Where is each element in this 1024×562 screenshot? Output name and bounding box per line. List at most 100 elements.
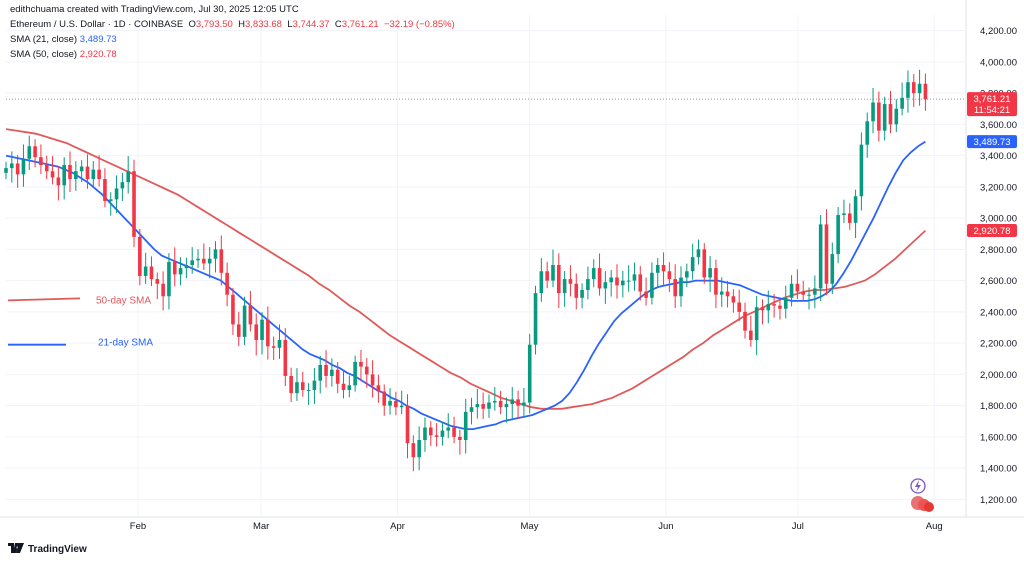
candle-body[interactable] bbox=[335, 369, 340, 384]
candle-body[interactable] bbox=[440, 430, 445, 437]
tradingview-branding[interactable]: TradingView bbox=[8, 543, 87, 556]
candle-body[interactable] bbox=[207, 258, 212, 264]
candle-body[interactable] bbox=[591, 268, 596, 280]
candle-body[interactable] bbox=[394, 400, 398, 408]
candle-body[interactable] bbox=[586, 279, 590, 290]
symbol-name[interactable]: Ethereum / U.S. Dollar · 1D · COINBASE bbox=[10, 19, 184, 30]
candle-body[interactable] bbox=[324, 365, 328, 376]
candle-body[interactable] bbox=[597, 268, 602, 289]
candle-body[interactable] bbox=[347, 385, 352, 390]
candle-body[interactable] bbox=[248, 305, 253, 325]
candle-body[interactable] bbox=[760, 307, 765, 311]
candle-body[interactable] bbox=[615, 277, 619, 286]
sma21-line[interactable]: SMA (21, close) 3,489.73 bbox=[10, 34, 455, 49]
candle-body[interactable] bbox=[68, 165, 72, 180]
candle-body[interactable] bbox=[4, 168, 8, 173]
candle-body[interactable] bbox=[143, 266, 148, 276]
candle-body[interactable] bbox=[132, 171, 136, 237]
candle-body[interactable] bbox=[510, 399, 515, 405]
sma21-line[interactable] bbox=[5, 140, 926, 431]
candle-body[interactable] bbox=[452, 427, 456, 437]
candle-body[interactable] bbox=[289, 375, 293, 394]
candle-body[interactable] bbox=[161, 283, 165, 297]
candle-body[interactable] bbox=[527, 344, 532, 403]
candle-body[interactable] bbox=[859, 144, 864, 197]
candle-body[interactable] bbox=[772, 304, 776, 306]
candle-body[interactable] bbox=[783, 297, 788, 309]
candle-body[interactable] bbox=[364, 366, 369, 375]
candle-body[interactable] bbox=[434, 435, 439, 437]
candle-body[interactable] bbox=[737, 302, 741, 312]
candle-body[interactable] bbox=[62, 165, 66, 186]
candle-body[interactable] bbox=[167, 261, 171, 297]
candle-body[interactable] bbox=[603, 282, 608, 289]
candle-body[interactable] bbox=[725, 291, 730, 297]
candle-body[interactable] bbox=[196, 258, 200, 261]
candle-body[interactable] bbox=[370, 374, 375, 386]
candle-body[interactable] bbox=[871, 102, 875, 122]
candle-body[interactable] bbox=[50, 171, 55, 178]
candle-body[interactable] bbox=[533, 293, 538, 345]
candle-body[interactable] bbox=[283, 340, 288, 376]
candle-body[interactable] bbox=[202, 258, 206, 264]
candle-body[interactable] bbox=[621, 280, 625, 286]
candle-body[interactable] bbox=[690, 257, 695, 272]
candle-body[interactable] bbox=[580, 290, 584, 298]
candle-body[interactable] bbox=[661, 265, 666, 272]
candle-body[interactable] bbox=[27, 146, 32, 159]
candle-body[interactable] bbox=[516, 399, 520, 406]
candle-body[interactable] bbox=[836, 215, 840, 255]
candle-body[interactable] bbox=[219, 249, 224, 273]
candle-body[interactable] bbox=[405, 405, 410, 444]
candle-body[interactable] bbox=[696, 249, 701, 258]
candle-body[interactable] bbox=[155, 279, 160, 284]
candle-body[interactable] bbox=[766, 304, 771, 311]
candle-body[interactable] bbox=[888, 104, 893, 125]
candle-body[interactable] bbox=[114, 188, 119, 200]
candle-body[interactable] bbox=[522, 402, 526, 406]
candle-body[interactable] bbox=[673, 279, 677, 297]
candle-body[interactable] bbox=[719, 291, 724, 295]
candle-body[interactable] bbox=[271, 346, 276, 348]
sma50-line[interactable] bbox=[5, 128, 927, 410]
candle-body[interactable] bbox=[236, 324, 241, 337]
candle-body[interactable] bbox=[44, 165, 49, 172]
candle-body[interactable] bbox=[463, 411, 468, 440]
candle-body[interactable] bbox=[900, 97, 904, 109]
candle-body[interactable] bbox=[655, 265, 660, 273]
candle-body[interactable] bbox=[10, 163, 14, 169]
candle-body[interactable] bbox=[79, 166, 84, 172]
candle-body[interactable] bbox=[911, 82, 916, 94]
candle-body[interactable] bbox=[923, 83, 928, 100]
candle-body[interactable] bbox=[568, 279, 573, 284]
candle-body[interactable] bbox=[679, 277, 683, 297]
candle-body[interactable] bbox=[882, 104, 887, 131]
candle-body[interactable] bbox=[108, 199, 113, 201]
candle-body[interactable] bbox=[184, 265, 189, 269]
candle-body[interactable] bbox=[388, 400, 392, 406]
candle-body[interactable] bbox=[446, 427, 451, 431]
candle-body[interactable] bbox=[539, 271, 544, 294]
candle-body[interactable] bbox=[551, 265, 555, 281]
candle-body[interactable] bbox=[877, 102, 881, 131]
candle-body[interactable] bbox=[330, 369, 334, 376]
candle-body[interactable] bbox=[574, 283, 579, 298]
candle-body[interactable] bbox=[56, 177, 61, 186]
candle-body[interactable] bbox=[545, 271, 549, 281]
candle-body[interactable] bbox=[33, 146, 37, 158]
candle-body[interactable] bbox=[492, 400, 497, 403]
candle-body[interactable] bbox=[15, 163, 20, 175]
candle-body[interactable] bbox=[300, 382, 305, 390]
candle-body[interactable] bbox=[190, 260, 195, 265]
candle-body[interactable] bbox=[172, 261, 177, 275]
candle-body[interactable] bbox=[504, 404, 509, 408]
candle-body[interactable] bbox=[906, 82, 910, 98]
candle-body[interactable] bbox=[498, 400, 503, 408]
candle-body[interactable] bbox=[795, 283, 800, 292]
candle-body[interactable] bbox=[807, 294, 811, 296]
candle-body[interactable] bbox=[399, 405, 404, 408]
candle-body[interactable] bbox=[853, 196, 858, 223]
candle-body[interactable] bbox=[411, 443, 416, 458]
candle-body[interactable] bbox=[120, 182, 125, 189]
